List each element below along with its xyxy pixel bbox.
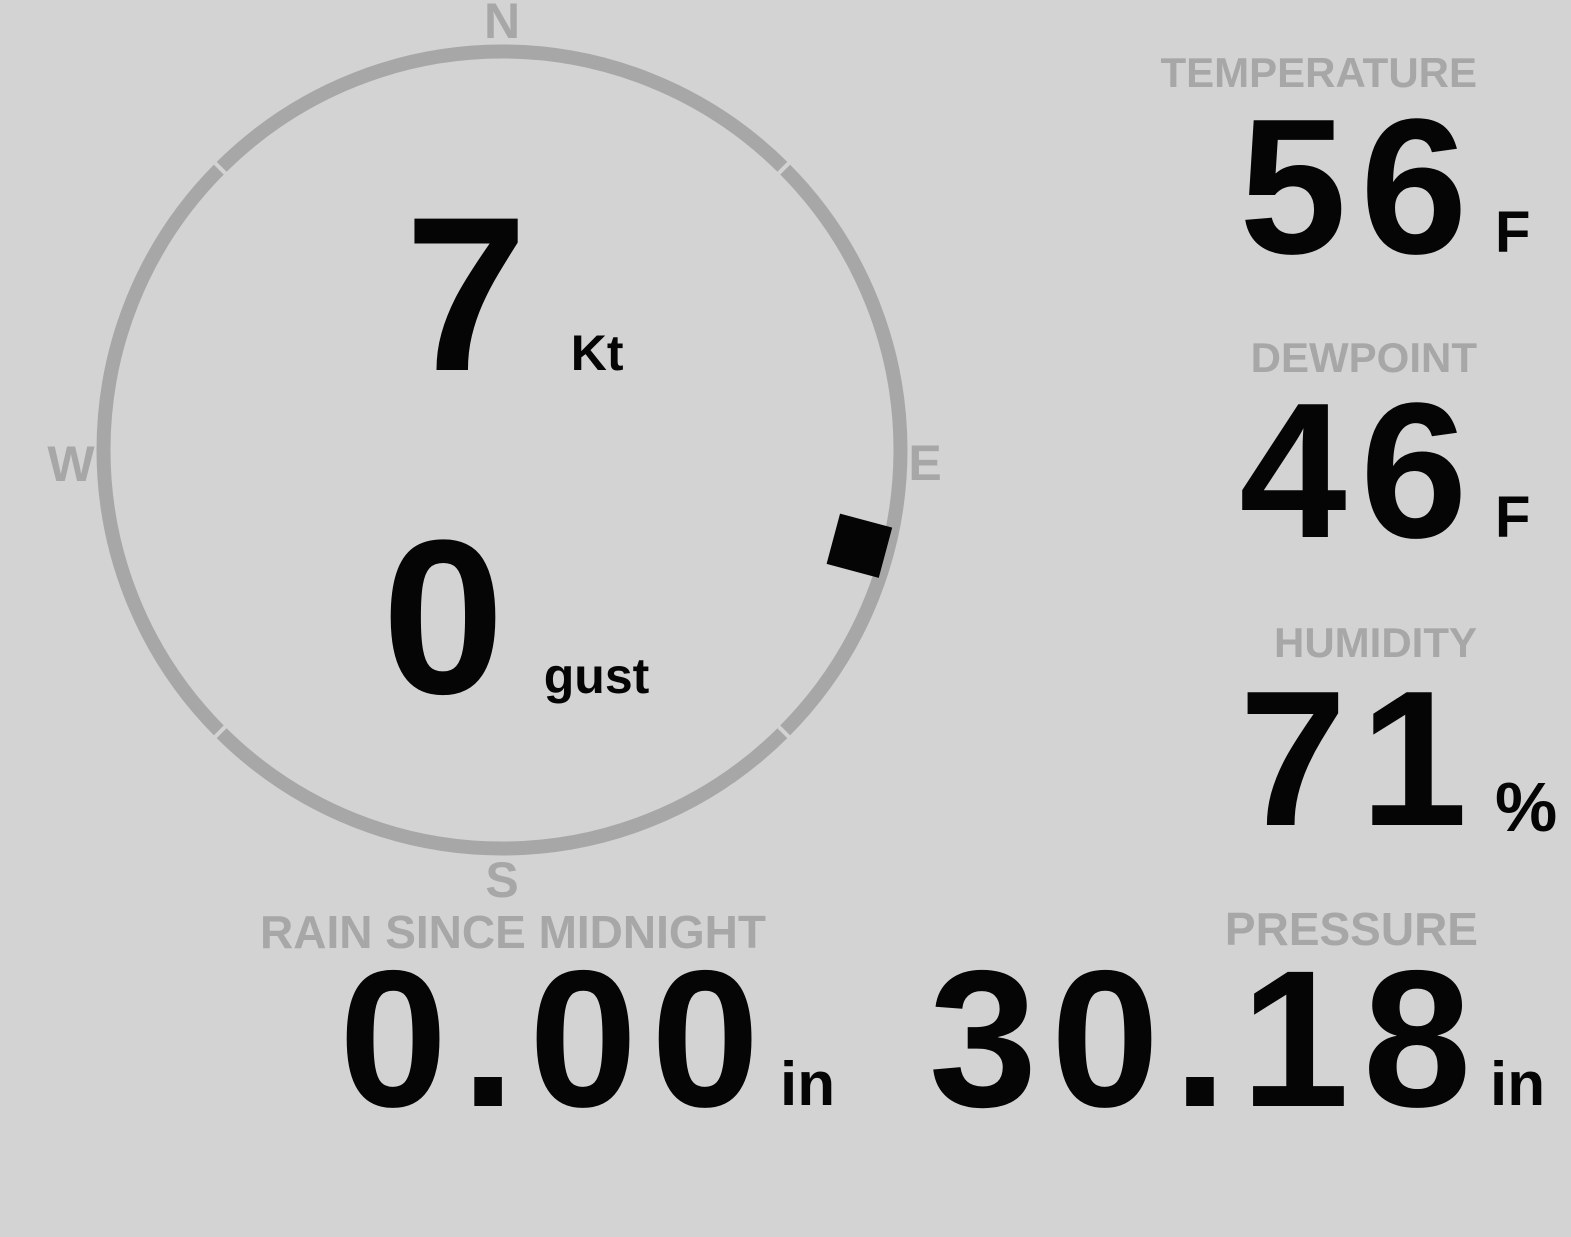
pressure-label: PRESSURE: [1224, 903, 1478, 955]
rain-unit: in: [780, 1050, 836, 1119]
compass-intercardinal-notches: [207, 155, 797, 745]
wind-gust-value: 0: [382, 494, 520, 740]
dewpoint-unit: F: [1495, 485, 1531, 550]
humidity-unit: %: [1495, 768, 1558, 846]
temperature-value: 56: [1239, 78, 1481, 294]
pressure-value: 30.18: [928, 930, 1485, 1148]
compass-label-east: E: [908, 435, 941, 491]
rain-value: 0.00: [339, 930, 774, 1148]
temperature-unit: F: [1495, 200, 1531, 265]
humidity-label: HUMIDITY: [1274, 619, 1477, 666]
pressure-unit: in: [1490, 1050, 1546, 1119]
humidity-value: 71: [1239, 650, 1481, 866]
wind-gust-unit: gust: [543, 648, 650, 704]
dewpoint-label: DEWPOINT: [1250, 334, 1477, 381]
compass-ring: [96, 44, 908, 856]
wind-speed-value: 7: [405, 171, 543, 417]
compass-label-north: N: [484, 0, 520, 49]
dewpoint-value: 46: [1239, 362, 1481, 578]
wind-direction-marker: [826, 513, 893, 578]
wind-speed-unit: Kt: [570, 325, 624, 381]
temperature-label: TEMPERATURE: [1160, 49, 1477, 96]
compass-label-west: W: [47, 436, 95, 492]
rain-label: RAIN SINCE MIDNIGHT: [260, 906, 766, 958]
compass-label-south: S: [485, 852, 518, 908]
